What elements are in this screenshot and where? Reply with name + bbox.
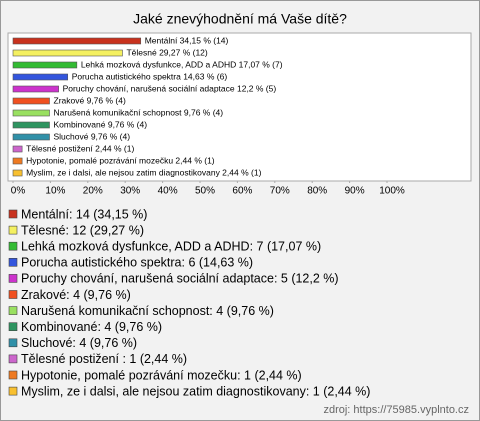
legend-label: Hypotonie, pomalé pozrávání mozečku: 1 (… [21,368,302,382]
bar [12,97,50,105]
legend-swatch [8,274,18,283]
legend-label: Narušená komunikační schopnost: 4 (9,76 … [21,304,274,318]
legend-label: Zrakové: 4 (9,76 %) [21,288,131,302]
bar [12,85,59,93]
bar [12,157,23,165]
bar-label: Tělesné postižení 2,44 % (1) [26,143,134,153]
legend-label: Tělesné: 12 (29,27 %) [21,223,144,237]
legend-swatch [8,241,18,251]
bar-label: Poruchy chování, narušená sociální adapt… [63,83,277,93]
legend-swatch [8,209,18,219]
legend-swatch [8,290,18,299]
bar [12,109,50,117]
x-tick-label: 10% [45,186,65,197]
x-tick-label: 60% [232,186,252,197]
legend-label: Sluchové: 4 (9,76 %) [21,336,137,350]
x-tick-label: 40% [158,186,178,197]
bar-label: Narušená komunikační schopnost 9,76 % (4… [54,107,224,117]
legend-label: Porucha autistického spektra: 6 (14,63 %… [21,256,253,270]
bar [12,73,69,81]
bar-label: Hypotonie, pomalé pozrávání mozečku 2,44… [26,155,215,165]
bar-label: Kombinované 9,76 % (4) [54,119,148,129]
bar [12,121,50,129]
x-tick-label: 20% [83,186,103,197]
plot-area [7,32,472,182]
x-tick-label: 0% [11,186,26,197]
legend-swatch [8,306,18,315]
bar [12,61,78,69]
x-tick-label: 70% [270,186,290,197]
bar [12,145,23,153]
bar [12,37,142,45]
bar-label: Myslim, ze i dalsi, ale nejsou zatim dia… [26,167,261,177]
bar-label: Lehká mozková dysfunkce, ADD a ADHD 17,0… [81,59,283,69]
legend-swatch [8,257,18,267]
bar-label: Zrakové 9,76 % (4) [54,95,126,105]
bar [12,133,50,141]
legend-label: Lehká mozková dysfunkce, ADD a ADHD: 7 (… [21,239,321,253]
bar-label: Mentální 34,15 % (14) [145,35,229,45]
x-tick-label: 80% [307,186,327,197]
x-tick-label: 100% [379,186,405,197]
legend-swatch [8,370,18,380]
source: zdroj: https://75985.vyplnto.cz [323,404,469,416]
legend-swatch [8,322,18,332]
legend-swatch [8,338,18,348]
legend-label: Mentální: 14 (34,15 %) [21,207,147,221]
x-tick-label: 30% [120,186,140,197]
chart-title: Jaké znevýhodnění má Vaše dítě? [133,11,347,27]
x-tick-label: 50% [195,186,215,197]
legend-label: Poruchy chování, narušená sociální adapt… [21,272,339,286]
bar-label: Sluchové 9,76 % (4) [54,131,131,141]
bar-label: Tělesné 29,27 % (12) [126,47,207,57]
x-tick-label: 90% [345,186,365,197]
legend-swatch [8,386,18,396]
legend-label: Tělesné postižení : 1 (2,44 %) [21,352,187,366]
bar [12,49,123,57]
legend-label: Kombinované: 4 (9,76 %) [21,320,162,334]
bar-label: Porucha autistického spektra 14,63 % (6) [72,71,228,81]
legend-swatch [8,225,18,235]
legend-swatch [8,354,18,364]
bar [12,169,23,177]
legend-label: Myslim, ze i dalsi, ale nejsou zatim dia… [21,384,370,398]
